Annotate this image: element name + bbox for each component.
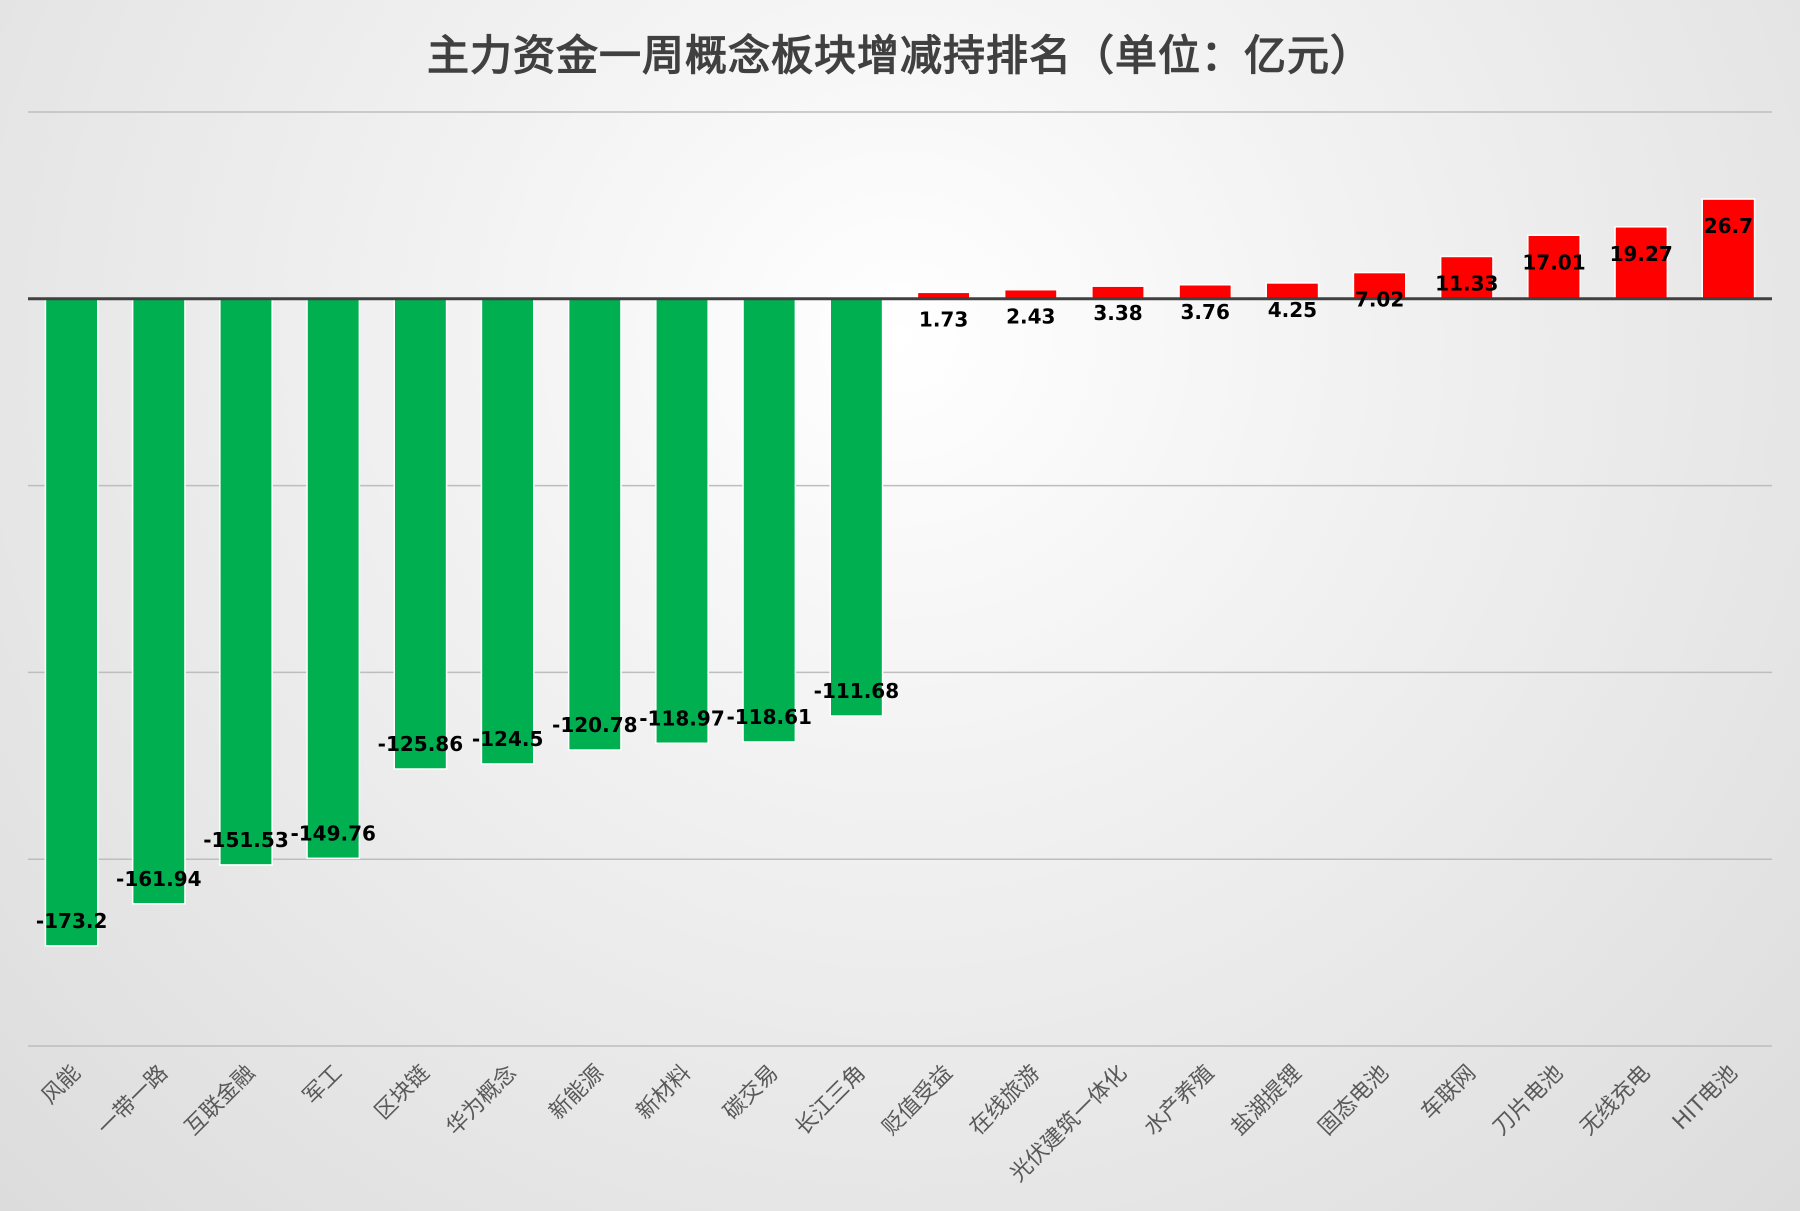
bar [1178, 284, 1233, 300]
bar [44, 298, 99, 947]
bar [1091, 285, 1145, 300]
data-label: -118.61 [726, 705, 811, 729]
bar [1352, 271, 1407, 300]
bar [1439, 255, 1494, 300]
data-label: -161.94 [116, 867, 201, 891]
bars [44, 198, 1756, 947]
bar [131, 298, 186, 905]
data-label: 2.43 [1006, 305, 1055, 329]
category-label: 风能 [37, 1061, 86, 1110]
category-label: 贬值受益 [878, 1061, 958, 1141]
bar [393, 298, 448, 770]
data-label: 3.38 [1093, 301, 1142, 325]
data-label: 17.01 [1522, 250, 1585, 274]
category-label: 无线充电 [1576, 1061, 1656, 1141]
category-label: 刀片电池 [1488, 1061, 1568, 1141]
category-label: 新能源 [545, 1061, 609, 1125]
bar [1701, 198, 1756, 300]
gridlines [28, 111, 1772, 1047]
category-label: 水产养殖 [1140, 1061, 1220, 1141]
category-label: 军工 [299, 1061, 348, 1110]
data-label: 4.25 [1268, 298, 1317, 322]
bar [829, 298, 884, 717]
data-label: 26.7 [1704, 214, 1753, 238]
data-label: 11.33 [1435, 271, 1498, 295]
bar [567, 298, 622, 751]
chart-title: 主力资金一周概念板块增减持排名（单位：亿元） [426, 31, 1373, 80]
category-label: 在线旅游 [965, 1061, 1045, 1141]
bar [1614, 226, 1669, 300]
data-label: -120.78 [552, 713, 637, 737]
category-label: 一带一路 [93, 1061, 173, 1141]
category-label: 固态电池 [1314, 1061, 1394, 1141]
category-label: 车联网 [1417, 1061, 1481, 1125]
bar [1265, 282, 1320, 300]
category-label: 碳交易 [719, 1061, 783, 1125]
bar [480, 298, 535, 765]
category-label: 区块链 [370, 1061, 434, 1125]
data-label: 3.76 [1181, 300, 1230, 324]
bar [306, 298, 361, 860]
data-label: -173.2 [36, 909, 108, 933]
data-label: -111.68 [814, 679, 899, 703]
data-label: -118.97 [639, 706, 724, 730]
bar [742, 298, 797, 743]
data-label: -125.86 [378, 732, 463, 756]
bar [219, 298, 273, 866]
data-label: 1.73 [919, 307, 968, 331]
category-label: 长江三角 [791, 1061, 871, 1141]
data-labels: -173.2 -161.94-151.53 -149.76 -125.86 -124.5… [36, 214, 1753, 933]
category-labels: 风能 一带一路 互联金融 军工 区块链 华为概念 新能源 新材料 碳交易 长江三角 贬值受益 在线旅游… [37, 1061, 1743, 1188]
data-label: 19.27 [1610, 242, 1673, 266]
data-label: -151.53 [203, 828, 288, 852]
category-label: 新材料 [632, 1061, 696, 1125]
category-label: HIT电池 [1668, 1061, 1743, 1136]
data-label: -149.76 [290, 821, 375, 845]
category-label: 盐湖提锂 [1227, 1061, 1307, 1141]
data-label: 7.02 [1355, 288, 1404, 312]
bar [655, 298, 709, 745]
data-label: -124.5 [472, 727, 544, 751]
bar [1527, 234, 1581, 300]
category-label: 互联金融 [180, 1061, 260, 1141]
category-label: 华为概念 [442, 1061, 522, 1141]
